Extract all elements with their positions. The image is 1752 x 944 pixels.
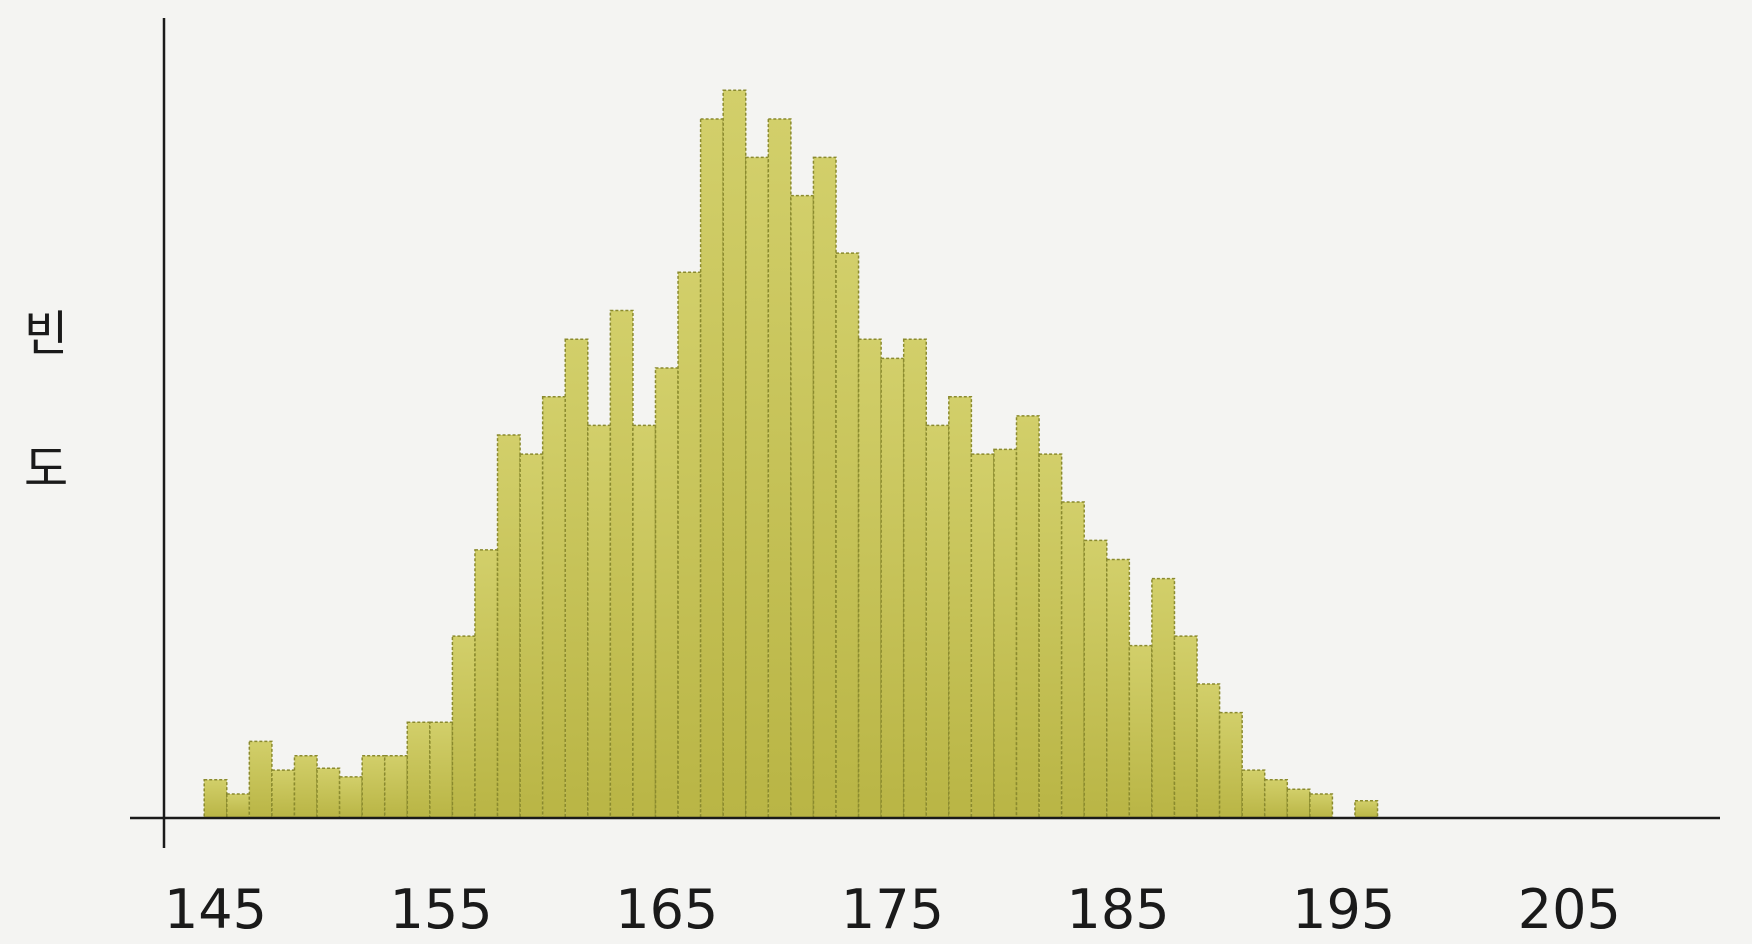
histogram-bar-36 — [1015, 415, 1040, 819]
x-tick-label-145: 145 — [164, 878, 267, 941]
histogram-bar-23 — [722, 89, 747, 819]
histogram-bar-47 — [1263, 778, 1289, 819]
x-tick-label-205: 205 — [1518, 878, 1621, 941]
x-tick-label-165: 165 — [615, 878, 718, 941]
histogram-bars — [203, 89, 1379, 819]
histogram-bar-1 — [226, 793, 251, 819]
histogram-bar-13 — [496, 434, 521, 819]
histogram-bar-31 — [902, 338, 928, 819]
histogram-bar-10 — [429, 721, 454, 819]
histogram-bar-48 — [1286, 788, 1311, 819]
histogram-bar-29 — [857, 338, 882, 819]
histogram-bar-5 — [316, 767, 341, 819]
histogram-bar-20 — [654, 367, 679, 819]
x-tick-labels: 145 155 165 175 185 195 205 — [164, 878, 1621, 941]
histogram-bar-6 — [338, 776, 363, 819]
histogram-bar-2 — [248, 740, 273, 819]
histogram-bar-46 — [1241, 769, 1266, 819]
histogram-bar-7 — [361, 755, 386, 819]
histogram-bar-17 — [587, 424, 612, 819]
histogram-bar-49 — [1309, 793, 1334, 819]
histogram-bar-27 — [812, 156, 837, 819]
histogram-bar-12 — [474, 549, 499, 819]
histogram-bar-24 — [744, 156, 770, 819]
histogram-bar-41 — [1128, 644, 1153, 819]
histogram-bar-45 — [1218, 711, 1243, 819]
y-axis-label-char-1: 빈 — [24, 306, 68, 362]
histogram-bar-0 — [203, 778, 228, 819]
histogram-bar-11 — [451, 635, 476, 819]
histogram-bar-9 — [406, 721, 431, 819]
histogram-bar-42 — [1151, 577, 1176, 819]
x-tick-label-155: 155 — [390, 878, 493, 941]
histogram-bar-3 — [271, 769, 296, 819]
histogram-bar-44 — [1196, 683, 1221, 819]
histogram-bar-4 — [293, 755, 318, 819]
histogram-bar-37 — [1038, 453, 1063, 819]
histogram-bar-43 — [1173, 635, 1198, 819]
histogram-bar-26 — [790, 194, 815, 819]
histogram-bar-19 — [632, 424, 657, 819]
histogram-bar-21 — [677, 271, 702, 819]
histogram-bar-28 — [835, 252, 860, 819]
y-axis-label-char-2: 도 — [24, 441, 68, 497]
histogram-bar-35 — [993, 448, 1018, 819]
x-tick-label-185: 185 — [1067, 878, 1170, 941]
x-tick-label-195: 195 — [1292, 878, 1395, 941]
histogram-bar-18 — [609, 309, 634, 819]
histogram-bar-40 — [1106, 558, 1131, 819]
histogram-bar-30 — [880, 357, 905, 819]
histogram-bar-39 — [1083, 539, 1108, 819]
histogram-bar-25 — [767, 118, 792, 819]
histogram-bar-8 — [383, 755, 409, 819]
histogram-bar-33 — [948, 395, 973, 819]
x-tick-label-175: 175 — [841, 878, 944, 941]
histogram-bar-38 — [1060, 501, 1085, 819]
histogram-bar-34 — [970, 453, 995, 819]
histogram-bar-15 — [541, 395, 566, 819]
histogram-bar-32 — [925, 424, 950, 819]
histogram-bar-22 — [699, 118, 724, 819]
histogram-bar-50 — [1354, 800, 1379, 819]
histogram-bar-14 — [519, 453, 544, 819]
histogram-bar-16 — [564, 338, 589, 819]
